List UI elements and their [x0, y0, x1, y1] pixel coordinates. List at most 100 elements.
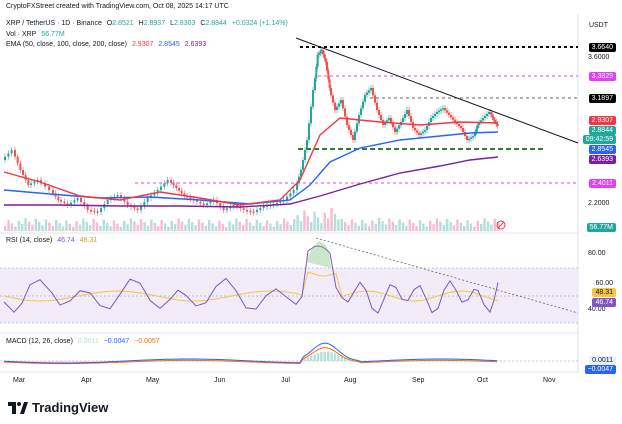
volume-bar — [58, 223, 61, 231]
candle-body — [354, 131, 356, 140]
macd-histogram-bar — [327, 351, 330, 361]
macd-histogram-bar — [286, 361, 289, 363]
candle-body — [466, 136, 468, 140]
volume-bar — [41, 225, 44, 231]
volume-bar — [235, 218, 238, 231]
ema-legend[interactable]: EMA (50, close, 100, close, 200, close) … — [6, 41, 209, 48]
candle-body — [476, 125, 479, 129]
candle-body — [358, 115, 360, 124]
candle-body — [348, 125, 350, 130]
candle-body — [199, 201, 202, 204]
volume-bar — [405, 225, 408, 231]
candle-body — [156, 190, 159, 193]
macd-line — [3, 342, 498, 364]
volume-bar — [374, 223, 377, 231]
volume-bar — [160, 220, 163, 231]
volume-bar — [191, 222, 194, 231]
macd-histogram-bar — [41, 361, 44, 363]
volume-bar — [204, 225, 207, 231]
alert-clock-icon[interactable] — [496, 220, 506, 230]
macd-label: MACD (12, 26, close) — [6, 338, 73, 345]
candle-body — [16, 156, 19, 164]
symbol-legend[interactable]: XRP / TetherUS · 1D · Binance O2.8521 H2… — [6, 20, 291, 27]
macd-histogram-bar — [497, 360, 500, 361]
candle-body — [296, 183, 298, 190]
volume-bar — [102, 219, 105, 231]
tradingview-logo[interactable]: TradingView — [8, 400, 108, 415]
volume-legend[interactable]: Vol · XRP 56.77M — [6, 31, 68, 38]
candle-body — [356, 123, 358, 132]
volume-bar — [432, 224, 435, 231]
macd-legend[interactable]: MACD (12, 26, close) 0.0011 −0.0047 −0.0… — [6, 338, 163, 345]
macd-histogram-bar — [337, 354, 340, 361]
volume-bar — [378, 218, 381, 231]
volume-bar — [92, 219, 95, 231]
candle-body — [390, 118, 392, 123]
candle-body — [416, 130, 418, 133]
volume-bar — [27, 221, 31, 231]
volume-bar — [279, 224, 282, 231]
volume-bar — [136, 224, 139, 231]
candle-body — [106, 200, 109, 204]
volume-bar — [408, 219, 411, 231]
candle-body — [364, 95, 366, 102]
brand-name: TradingView — [32, 400, 109, 415]
candle-body — [83, 202, 86, 206]
volume-bar — [184, 224, 187, 231]
candle-body — [172, 182, 175, 186]
volume-bar — [153, 222, 156, 231]
candle-body — [336, 106, 338, 110]
descending-trendline[interactable] — [295, 37, 579, 144]
candle-body — [368, 90, 370, 93]
macd-histogram-bar — [313, 354, 316, 361]
volume-bar — [497, 222, 500, 231]
candle-body — [340, 100, 342, 104]
volume-bar — [391, 221, 394, 231]
candle-body — [202, 203, 205, 205]
candle-body — [146, 198, 149, 202]
macd-histogram-bar — [75, 361, 78, 363]
macd-histogram-bar — [316, 353, 320, 361]
volume-label: Vol · XRP — [6, 31, 37, 38]
candle-body — [332, 95, 334, 103]
time-tick: Jun — [214, 377, 226, 384]
volume-bar — [194, 225, 197, 231]
volume-bar — [269, 223, 272, 231]
volume-bar — [245, 219, 248, 231]
rsi-legend[interactable]: RSI (14, close) 46.74 48.31 — [6, 237, 100, 244]
macd-histogram-bar — [228, 359, 231, 361]
macd-histogram-bar — [58, 361, 61, 363]
macd-histogram-bar — [150, 359, 153, 361]
ema50-line — [3, 117, 499, 206]
rsi-trendline[interactable] — [315, 237, 579, 314]
volume-bar — [7, 220, 10, 231]
candle-body — [420, 133, 422, 135]
candle-body — [298, 176, 300, 184]
macd-histogram-bar — [330, 352, 333, 361]
macd-value-label: −0.0047 — [584, 365, 616, 374]
candle-body — [454, 119, 456, 122]
rsi-ma-value: 48.31 — [79, 237, 98, 244]
low-label: L — [170, 20, 174, 27]
volume-bar — [306, 216, 309, 231]
candle-body — [458, 124, 460, 126]
candle-body — [196, 200, 198, 202]
volume-bar — [242, 225, 245, 231]
volume-bar — [490, 224, 493, 231]
volume-bar — [276, 221, 279, 231]
candle-body — [10, 150, 13, 154]
volume-bar — [221, 223, 224, 231]
candle-body — [180, 190, 183, 194]
candle-body — [396, 128, 398, 132]
volume-bar — [214, 226, 218, 231]
candle-body — [452, 117, 454, 120]
macd-histogram-bar — [480, 359, 483, 361]
credit-text: CryptoFXStreet created with TradingView.… — [6, 3, 229, 10]
price-label: 2.8844 — [588, 126, 616, 135]
volume-bar — [31, 224, 34, 231]
macd-histogram-bar — [225, 359, 228, 361]
volume-bar — [289, 224, 292, 231]
candle-body — [480, 120, 482, 123]
candle-body — [490, 112, 492, 115]
